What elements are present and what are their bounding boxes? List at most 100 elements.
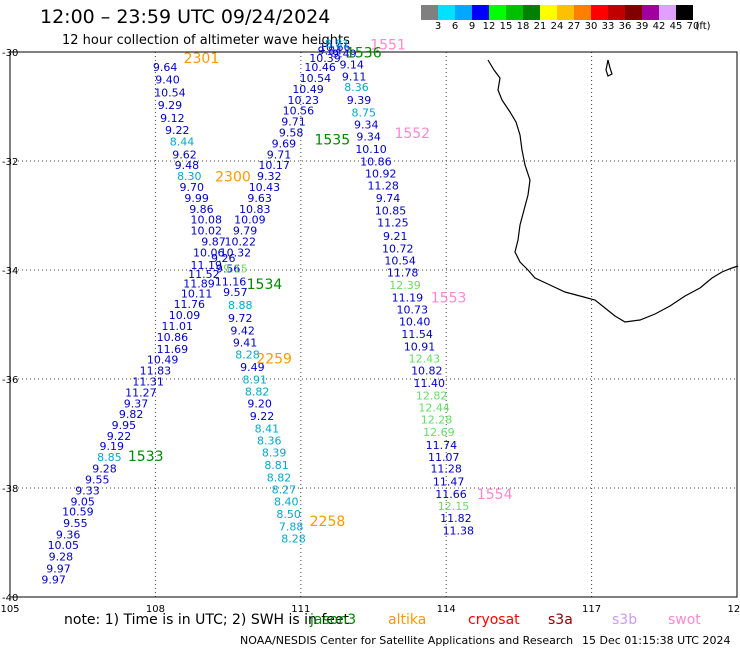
wave-height-value: 10.05 <box>48 539 80 552</box>
wave-height-value: 9.41 <box>233 336 258 349</box>
wave-height-value: 10.09 <box>234 214 266 227</box>
legend-label: 6 <box>451 21 459 32</box>
pass-time-label: 2300 <box>215 170 251 186</box>
wave-height-value: 9.71 <box>281 116 306 129</box>
pass-time-label: 1553 <box>431 291 467 307</box>
pass-time-label: 1554 <box>477 487 513 503</box>
wave-height-value: 10.54 <box>300 72 332 85</box>
wave-height-value: 9.42 <box>230 324 255 337</box>
wave-height-value: 8.36 <box>344 81 369 94</box>
wave-height-value: 12.15 <box>438 500 470 513</box>
wave-height-value: 9.48 <box>175 159 200 172</box>
mission-label: altika <box>388 612 427 628</box>
lat-tick-label: -38 <box>2 484 18 495</box>
legend-label: 15 <box>499 21 513 32</box>
wave-height-value: 9.63 <box>247 192 272 205</box>
wave-height-value: 11.54 <box>401 328 433 341</box>
legend-swatch <box>642 5 659 20</box>
wave-height-value: 9.29 <box>158 99 183 112</box>
wave-height-value: 10.86 <box>360 155 392 168</box>
wave-height-value: 11.19 <box>191 259 223 272</box>
wave-height-value: 9.56 <box>216 263 241 276</box>
wave-height-value: 9.62 <box>172 148 197 161</box>
wave-height-value: 11.78 <box>387 267 419 280</box>
lat-tick-label: -30 <box>2 48 18 59</box>
lon-tick-label: 114 <box>437 604 456 615</box>
wave-height-value: 8.28 <box>281 533 306 546</box>
wave-height-value: 11.28 <box>430 463 462 476</box>
wave-height-value: 12.82 <box>416 390 448 403</box>
mission-label: s3b <box>612 612 638 628</box>
wave-height-value: 9.11 <box>342 70 367 83</box>
wave-height-value: 9.72 <box>228 312 253 325</box>
wave-height-value: 9.69 <box>272 137 297 150</box>
wave-height-value: 9.34 <box>356 130 381 143</box>
wave-height-value: 9.99 <box>184 192 209 205</box>
wave-height-value: 8.81 <box>325 38 350 51</box>
wave-height-value: 9.57 <box>223 286 248 299</box>
wave-height-value: 11.40 <box>413 377 445 390</box>
wave-height-value: 9.97 <box>46 562 71 575</box>
legend-swatch <box>574 5 591 20</box>
pass-time-label: 1535 <box>314 133 350 149</box>
legend-swatch <box>489 5 506 20</box>
legend-swatch <box>506 5 523 20</box>
wave-height-value: 9.22 <box>107 430 132 443</box>
mission-legend: jason3 altika cryosat s3a s3b swot <box>0 612 740 630</box>
wave-height-value: 11.07 <box>428 451 460 464</box>
wave-height-value: 10.66 <box>319 41 351 54</box>
wave-height-value: 9.19 <box>100 440 125 453</box>
pass-time-label: 1552 <box>394 126 430 142</box>
lat-tick-label: -40 <box>2 593 18 604</box>
wave-height-value: 9.49 <box>332 47 357 60</box>
map-subtitle: 12 hour collection of altimeter wave hei… <box>62 33 350 48</box>
wave-height-value: 9.82 <box>119 408 144 421</box>
wave-height-value: 10.02 <box>191 225 223 238</box>
island-outline <box>605 59 613 77</box>
wave-height-value: 8.39 <box>262 446 287 459</box>
legend-swatch <box>455 5 472 20</box>
legend-swatch <box>421 5 438 20</box>
legend-label: 9 <box>468 21 476 32</box>
wave-height-value: 9.55 <box>63 517 88 530</box>
wave-height-value: 10.08 <box>191 214 223 227</box>
lon-tick-label: 108 <box>146 604 165 615</box>
wave-height-value: 8.50 <box>276 508 301 521</box>
wave-height-value: 10.92 <box>365 167 397 180</box>
legend-label: 3 <box>434 21 442 32</box>
wave-height-value: 9.12 <box>160 112 185 125</box>
pass-time-label: 1551 <box>370 37 406 53</box>
wave-height-value: 9.70 <box>180 181 205 194</box>
wave-height-value: 10.06 <box>193 246 225 259</box>
legend-swatch <box>472 5 489 20</box>
legend-swatch <box>676 5 693 20</box>
wave-height-value: 8.27 <box>272 483 297 496</box>
wave-height-value: 9.95 <box>112 419 137 432</box>
wave-height-value: 9.21 <box>383 230 408 243</box>
wave-height-value: 8.36 <box>257 434 282 447</box>
wave-height-value: 9.79 <box>233 225 258 238</box>
australia-coastline <box>487 59 739 323</box>
legend-label: 30 <box>584 21 598 32</box>
wave-height-value: 10.43 <box>249 181 281 194</box>
legend-label: 70 <box>686 21 700 32</box>
pass-time-label: 1533 <box>128 449 164 465</box>
map-title: 12:00 – 23:59 UTC 09/24/2024 <box>40 6 331 28</box>
wave-height-value: 11.01 <box>161 320 193 333</box>
wave-height-value: 10.22 <box>224 235 256 248</box>
wave-height-value: 10.10 <box>355 143 387 156</box>
lat-tick-label: -34 <box>2 266 18 277</box>
legend-swatch <box>557 5 574 20</box>
legend-label: 33 <box>601 21 615 32</box>
lon-tick-label: 105 <box>0 604 19 615</box>
legend-label: 18 <box>516 21 530 32</box>
wave-height-value: 10.54 <box>154 87 186 100</box>
mission-label: s3a <box>548 612 573 628</box>
wave-height-value: 10.09 <box>169 309 201 322</box>
wave-height-value: 8.75 <box>352 106 377 119</box>
legend-swatch <box>438 5 455 20</box>
wave-height-value: 8.88 <box>228 299 253 312</box>
wave-height-value: 9.74 <box>376 192 401 205</box>
wave-height-value: 8.30 <box>177 170 202 183</box>
wave-height-value: 9.22 <box>250 410 275 423</box>
